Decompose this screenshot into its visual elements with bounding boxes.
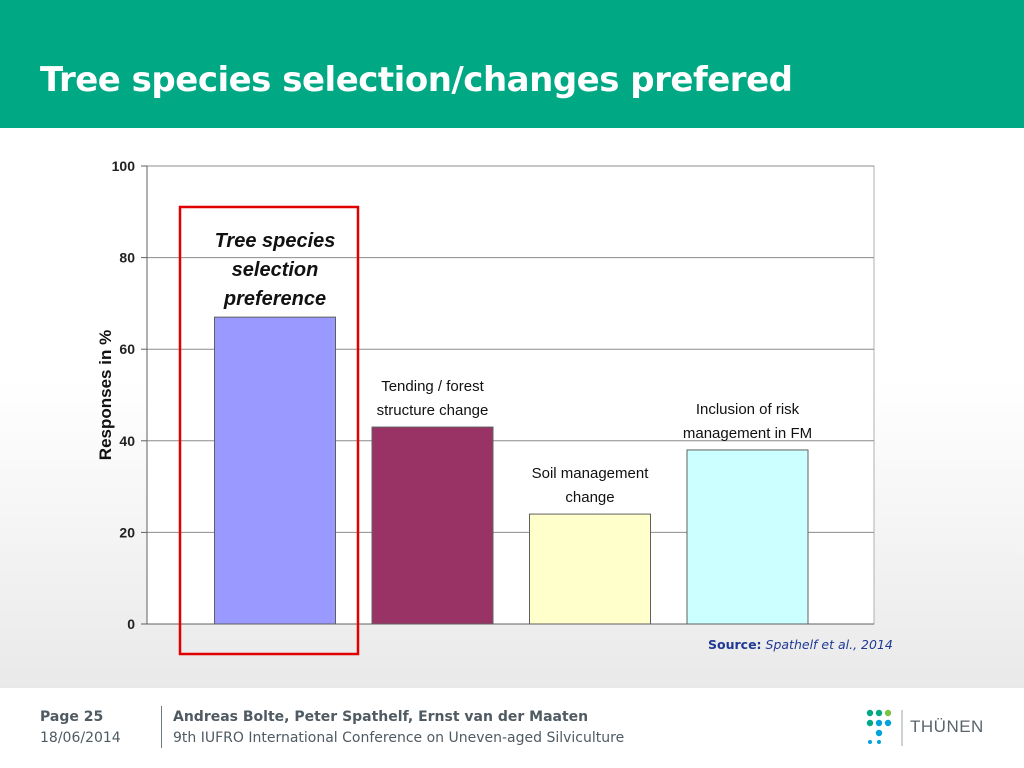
bar-label-2: change xyxy=(565,489,614,506)
bar-label-0: Tree species xyxy=(215,230,336,252)
page-number: Page 25 xyxy=(40,709,104,725)
bar-label-3: management in FM xyxy=(683,425,812,442)
y-tick-label: 40 xyxy=(119,433,135,449)
bar-label-3: Inclusion of risk xyxy=(696,401,800,418)
highlight-box xyxy=(178,205,360,656)
y-axis-label: Responses in % xyxy=(96,330,115,460)
y-tick-label: 80 xyxy=(119,250,135,266)
bar-label-1: Tending / forest xyxy=(381,378,484,395)
footer-conference: 9th IUFRO International Conference on Un… xyxy=(173,730,625,746)
y-tick-label: 60 xyxy=(119,341,135,357)
y-tick-label: 0 xyxy=(127,616,135,632)
bar-label-1: structure change xyxy=(377,402,489,419)
footer-divider xyxy=(161,706,162,748)
bar-label-0: selection xyxy=(232,259,319,281)
bar-label-0: preference xyxy=(223,288,326,310)
logo-text: THÜNEN xyxy=(910,717,984,736)
bar-3 xyxy=(686,449,809,625)
footer-date: 18/06/2014 xyxy=(40,730,121,746)
bar-0 xyxy=(214,316,336,625)
source-label: Source: xyxy=(708,637,762,652)
bar-1 xyxy=(371,426,494,625)
bar-chart: 0 20 40 60 80 100 Responses in % Tree species se… xyxy=(96,158,875,656)
bar-2 xyxy=(529,513,651,625)
title-bar: Tree species selection/changes prefered xyxy=(0,0,1024,128)
logo-dots-icon xyxy=(866,709,903,746)
source-citation: Source: Spathelf et al., 2014 xyxy=(708,637,893,652)
source-text: Spathelf et al., 2014 xyxy=(765,637,893,652)
y-tick-label: 20 xyxy=(119,524,135,540)
footer: Page 25 18/06/2014 Andreas Bolte, Peter … xyxy=(0,688,1024,768)
footer-authors: Andreas Bolte, Peter Spathelf, Ernst van… xyxy=(173,709,589,725)
page-title: Tree species selection/changes prefered xyxy=(40,60,793,100)
y-tick-label: 100 xyxy=(112,158,136,174)
bar-label-2: Soil management xyxy=(532,465,650,482)
thunen-logo: THÜNEN xyxy=(864,708,994,748)
